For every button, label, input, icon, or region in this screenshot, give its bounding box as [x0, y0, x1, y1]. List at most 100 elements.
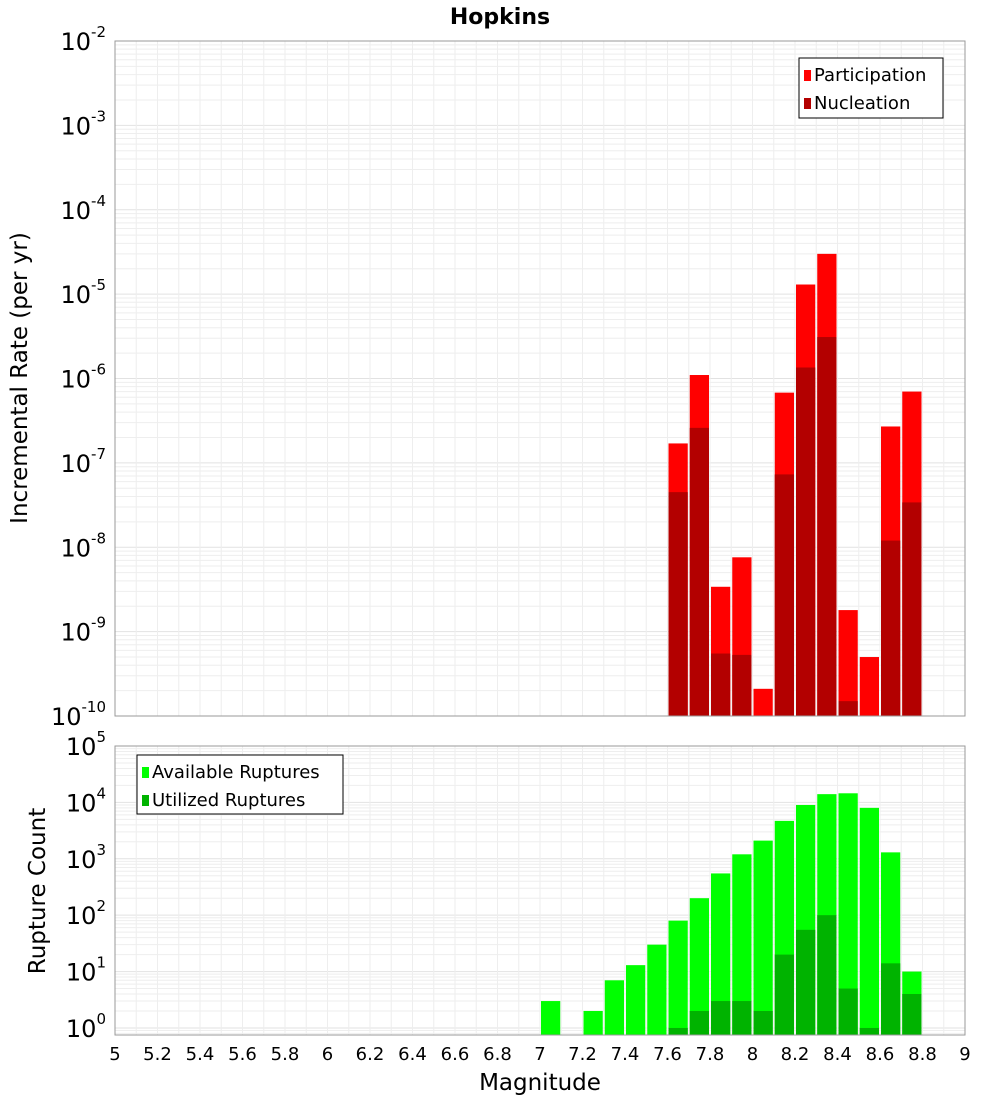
y-tick-label: 101	[66, 954, 106, 987]
chart-title: Hopkins	[450, 5, 550, 30]
bar-participation-4	[753, 688, 773, 716]
bar-utilized-ruptures-8	[838, 988, 858, 1035]
legend-box	[136, 754, 344, 815]
top-bars	[668, 253, 922, 716]
top-plot-border	[114, 40, 966, 717]
legend-label: Utilized Ruptures	[152, 790, 305, 811]
x-tick-label: 5.6	[228, 1044, 257, 1065]
y-tick-label: 104	[66, 784, 106, 817]
x-tick-label: 7.6	[653, 1044, 682, 1065]
x-tick-label: 8.4	[823, 1044, 852, 1065]
y-tick-exponent: -10	[82, 698, 107, 716]
x-tick-label: 6	[322, 1044, 333, 1065]
y-tick-base: 10	[60, 366, 91, 394]
y-tick-exponent: 3	[96, 841, 106, 859]
bar-utilized-ruptures-10	[881, 963, 901, 1035]
y-tick-exponent: -4	[91, 192, 106, 210]
bar-available-ruptures-8	[732, 854, 752, 1035]
y-tick-label: 10-3	[60, 107, 106, 140]
top-gridlines	[114, 41, 966, 717]
legend-label: Participation	[814, 65, 926, 86]
bar-utilized-ruptures-2	[711, 1001, 731, 1035]
y-tick-base: 10	[66, 789, 97, 817]
bar-utilized-ruptures-11	[902, 994, 922, 1035]
legend-label: Nucleation	[814, 93, 910, 114]
bar-nucleation-8	[881, 540, 901, 716]
y-tick-base: 10	[66, 902, 97, 930]
legend-swatch	[142, 767, 149, 778]
y-tick-base: 10	[66, 1015, 97, 1043]
y-tick-label: 100	[66, 1010, 106, 1043]
bottom-legend: Available Ruptures Utilized Ruptures	[136, 754, 344, 815]
y-tick-exponent: -2	[91, 23, 106, 41]
y-tick-exponent: 1	[96, 954, 106, 972]
y-tick-label: 10-7	[60, 445, 106, 478]
bar-available-ruptures-14	[859, 807, 879, 1035]
y-tick-exponent: 2	[96, 897, 106, 915]
bar-nucleation-5	[796, 367, 816, 716]
bar-available-ruptures-1	[583, 1010, 603, 1035]
y-tick-label: 10-9	[60, 614, 106, 647]
bar-utilized-ruptures-5	[774, 954, 794, 1035]
y-tick-exponent: 5	[96, 728, 106, 746]
y-tick-base: 10	[60, 28, 91, 56]
bar-utilized-ruptures-6	[796, 929, 816, 1035]
y-tick-base: 10	[66, 846, 97, 874]
bar-nucleation-1	[689, 427, 709, 716]
bar-available-ruptures-0	[541, 1001, 561, 1035]
bar-nucleation-6	[817, 337, 837, 716]
bar-available-ruptures-6	[689, 898, 709, 1035]
x-tick-label: 8.8	[908, 1044, 937, 1065]
x-tick-label: 5.2	[143, 1044, 172, 1065]
x-tick-label: 9	[959, 1044, 970, 1065]
x-tick-label: 5.8	[271, 1044, 300, 1065]
bar-available-ruptures-13	[838, 793, 858, 1035]
y-tick-label: 10-10	[51, 698, 106, 731]
x-tick-label: 8.6	[866, 1044, 895, 1065]
y-tick-label: 103	[66, 841, 106, 874]
bar-utilized-ruptures-7	[817, 915, 837, 1035]
legend-swatch	[804, 98, 811, 109]
y-tick-label: 10-6	[60, 361, 106, 394]
bar-available-ruptures-9	[753, 840, 773, 1035]
bar-nucleation-9	[902, 502, 922, 716]
bar-nucleation-2	[711, 653, 731, 716]
y-tick-label: 102	[66, 897, 106, 930]
y-tick-exponent: 4	[96, 784, 106, 802]
x-tick-label: 8	[747, 1044, 758, 1065]
y-tick-base: 10	[60, 534, 91, 562]
bar-utilized-ruptures-3	[732, 1001, 752, 1035]
bar-available-ruptures-2	[604, 980, 624, 1035]
y-tick-exponent: -6	[91, 361, 106, 379]
legend-swatch	[804, 70, 811, 81]
y-tick-label: 10-2	[60, 23, 106, 56]
bar-available-ruptures-5	[668, 920, 688, 1035]
bar-participation-9	[859, 657, 879, 716]
y-tick-base: 10	[66, 959, 97, 987]
legend-box	[798, 57, 944, 119]
bar-nucleation-7	[838, 701, 858, 716]
bar-utilized-ruptures-9	[859, 1027, 879, 1035]
x-tick-label: 6.4	[398, 1044, 427, 1065]
bottom-plot-border	[114, 745, 966, 1036]
bar-utilized-ruptures-1	[689, 1010, 709, 1035]
legend-swatch	[142, 795, 149, 806]
legend-label: Available Ruptures	[152, 762, 320, 783]
y-tick-base: 10	[60, 112, 91, 140]
x-tick-label: 5.4	[186, 1044, 215, 1065]
bar-available-ruptures-7	[711, 873, 731, 1035]
y-tick-base: 10	[60, 619, 91, 647]
bottom-bars	[541, 793, 922, 1035]
bar-available-ruptures-4	[647, 944, 667, 1035]
y-tick-base: 10	[60, 197, 91, 225]
x-axis-label: Magnitude	[479, 1070, 601, 1096]
bottom-y-axis-label: Rupture Count	[25, 808, 51, 974]
bar-available-ruptures-3	[626, 965, 646, 1035]
top-legend: Participation Nucleation	[798, 57, 944, 119]
bar-nucleation-4	[774, 474, 794, 716]
y-tick-base: 10	[60, 450, 91, 478]
